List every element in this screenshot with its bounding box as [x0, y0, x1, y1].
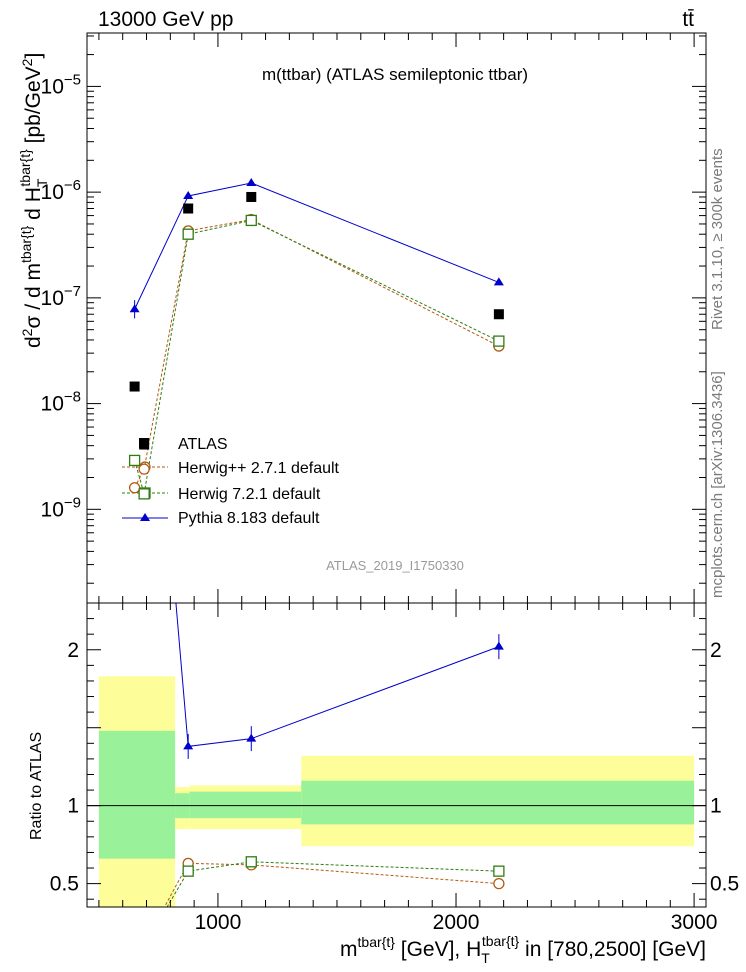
main-y-axis-label: d2σ / d mtbar{t} d HTtbar{t} [pb/GeV2] — [17, 53, 50, 348]
main-series-group — [128, 178, 505, 500]
x-tick-label-1: 2000 — [433, 911, 480, 934]
analysis-label: ATLAS_2019_I1750330 — [326, 558, 464, 573]
ratio-ytick-label-right-1: 1 — [710, 795, 722, 818]
ratio-band-inner-3 — [301, 780, 695, 825]
ratio-ytick-label-right-0: 0.5 — [710, 873, 739, 896]
main-ytick-label-1: 10−8 — [41, 389, 81, 416]
ratio-ytick-label-left-1: 1 — [67, 795, 79, 818]
legend: ATLAS Herwig++ 2.7.1 default Herwig 7.2.… — [122, 436, 340, 527]
plot-title: m(ttbar) (ATLAS semileptonic ttbar) — [262, 65, 528, 84]
point-pythia-2 — [246, 178, 257, 187]
point-herwig7-3 — [245, 214, 257, 227]
ratio-point-herwig7-1 — [182, 865, 194, 877]
point-atlas-0 — [129, 381, 140, 392]
ratio-ytick-label-right-2: 2 — [710, 639, 722, 662]
ratio-point-pythia-3 — [493, 641, 504, 650]
main-ytick-label-4: 10−5 — [41, 71, 81, 98]
legend-label-atlas: ATLAS — [178, 436, 228, 453]
x-tick-label-2: 3000 — [671, 911, 718, 934]
x-axis-label: mtbar{t} [GeV], HTtbar{t} in [780,2500] … — [340, 933, 706, 966]
mcplots-label: mcplots.cern.ch [arXiv:1306.3436] — [709, 371, 726, 598]
ratio-point-pythia-2 — [246, 733, 257, 742]
ratio-line-pythia — [175, 603, 500, 747]
x-tick-label-0: 1000 — [195, 911, 242, 934]
ratio-point-herwig7-2 — [245, 856, 257, 868]
ratio-ytick-label-left-2: 2 — [67, 639, 79, 662]
point-pythia-3 — [493, 277, 504, 286]
point-pythia-1 — [183, 190, 194, 199]
legend-label-pythia: Pythia 8.183 default — [178, 510, 320, 527]
legend-entry-herwigpp: Herwig++ 2.7.1 default — [122, 460, 340, 477]
point-atlas-2 — [183, 203, 194, 214]
energy-label: 13000 GeV pp — [98, 8, 233, 31]
point-herwig7-1 — [138, 488, 150, 500]
legend-entry-pythia: Pythia 8.183 default — [122, 510, 320, 527]
main-ytick-label-3: 10−6 — [41, 177, 81, 204]
ratio-point-herwigpp-3 — [493, 877, 505, 890]
rivet-label: Rivet 3.1.10, ≥ 300k events — [709, 148, 726, 330]
legend-label-herwig7: Herwig 7.2.1 default — [178, 486, 321, 503]
legend-entry-herwig7: Herwig 7.2.1 default — [122, 486, 321, 503]
point-herwig7-2 — [182, 228, 194, 240]
main-plot-area — [128, 178, 505, 500]
point-herwig7-4 — [493, 335, 505, 347]
point-atlas-3 — [246, 191, 257, 202]
legend-marker-pythia — [140, 513, 150, 521]
ratio-band-inner-2 — [189, 791, 302, 819]
point-atlas-4 — [493, 309, 504, 320]
ratio-plot-area — [87, 603, 706, 907]
series-line-pythia — [134, 182, 500, 310]
point-pythia-0 — [129, 304, 140, 313]
legend-label-herwigpp: Herwig++ 2.7.1 default — [178, 460, 340, 477]
ratio-series-group — [87, 603, 706, 907]
point-herwigpp-0 — [128, 482, 141, 494]
ratio-point-pythia-1 — [183, 741, 194, 750]
main-ytick-label-0: 10−9 — [41, 494, 81, 521]
ratio-band-inner-0 — [98, 730, 176, 859]
ratio-frame — [86, 602, 707, 908]
ratio-y-axis-label: Ratio to ATLAS — [28, 732, 45, 840]
point-herwig7-0 — [128, 454, 141, 467]
legend-entry-atlas: ATLAS — [139, 436, 228, 453]
ratio-ytick-label-left-0: 0.5 — [50, 873, 79, 896]
plot-frames: 10−9 10−8 10−7 10−6 10−5 1000 2000 3000 0.5 0.5 1 1… — [41, 32, 739, 934]
point-atlas-1 — [139, 439, 150, 450]
point-herwigpp-1 — [138, 463, 150, 475]
ratio-point-herwig7-3 — [493, 865, 505, 877]
process-label: tt̄ — [682, 8, 694, 31]
main-ytick-label-2: 10−7 — [41, 283, 81, 310]
ratio-line-herwigpp — [163, 862, 499, 907]
